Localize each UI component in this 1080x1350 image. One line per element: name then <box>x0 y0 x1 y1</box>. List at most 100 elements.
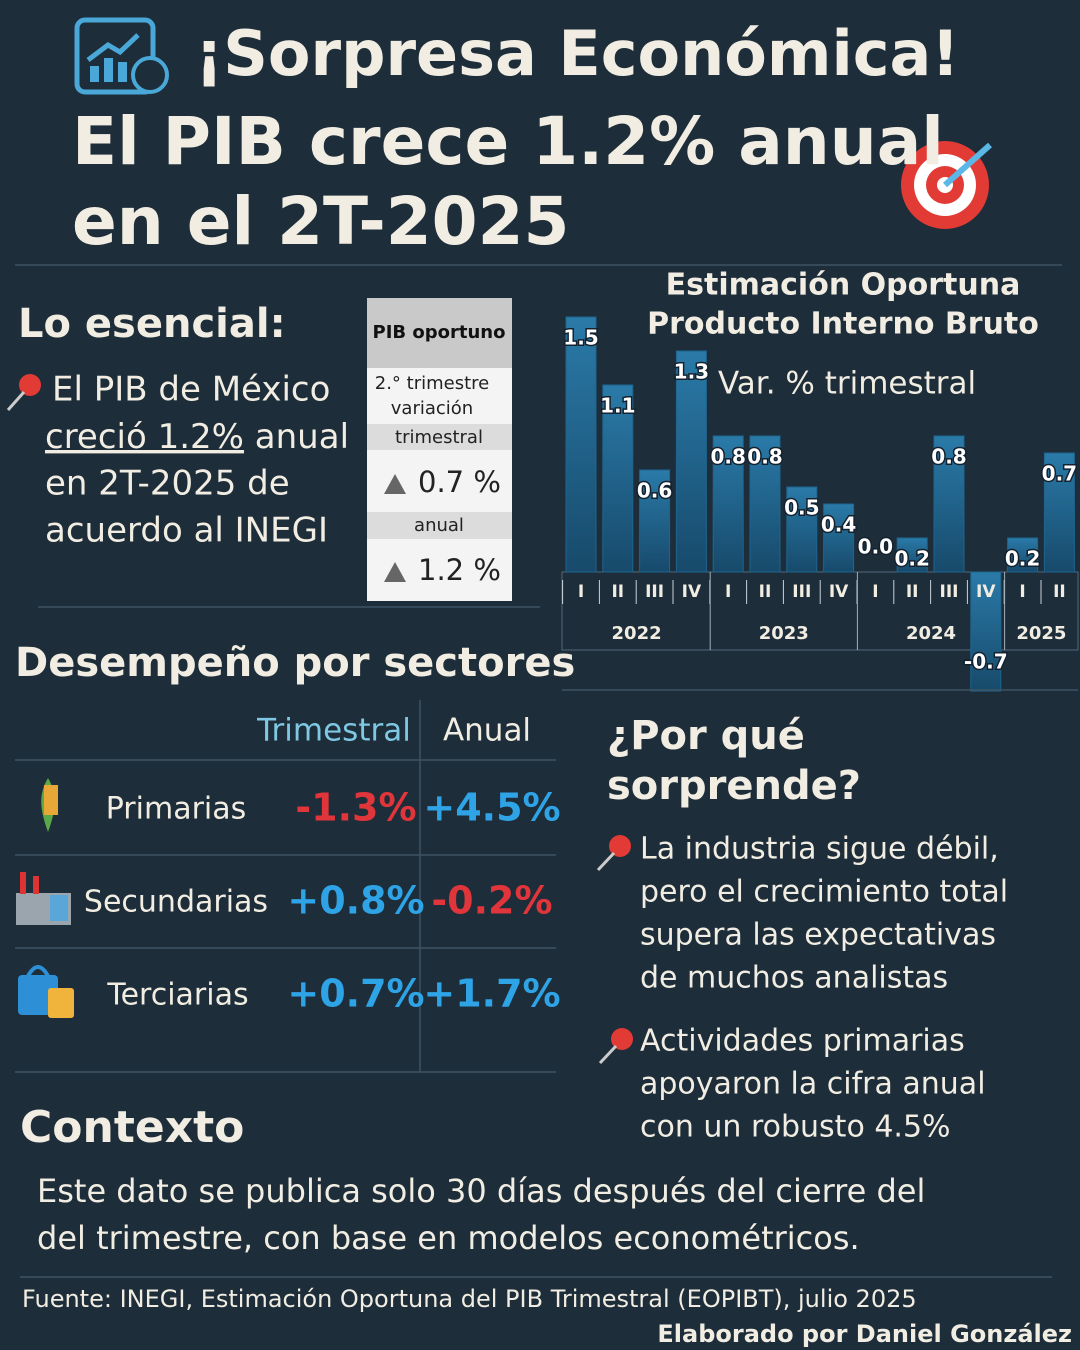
title: en el 2T-2025 <box>72 183 569 260</box>
value-label: 0.8 <box>931 445 966 469</box>
bullet-line: apoyaron la cifra anual <box>640 1067 986 1102</box>
highlight: creció 1.2% <box>45 417 244 457</box>
chart-subtitle: Var. % trimestral <box>718 366 976 402</box>
sectors-table: Desempeño por sectores Trimestral Anual … <box>15 640 575 1073</box>
title: El PIB crece 1.2% anual <box>72 103 944 180</box>
chart-title: Estimación Oportuna <box>666 268 1021 303</box>
essential-line: anual <box>255 417 349 457</box>
x-tick-label: I <box>578 582 584 602</box>
box-header: PIB oportuno <box>373 322 506 343</box>
bullet-line: con un robusto 4.5% <box>640 1110 951 1145</box>
year-label: 2022 <box>612 623 662 644</box>
year-label: 2024 <box>906 623 956 644</box>
sector-value: -1.3% <box>295 786 416 830</box>
bar <box>823 503 855 573</box>
bar <box>1007 537 1039 573</box>
box-value: 0.7 % <box>418 465 501 499</box>
bar <box>933 435 965 573</box>
context-line: del trimestre, con base en modelos econo… <box>37 1219 860 1257</box>
source: Fuente: INEGI, Estimación Oportuna del P… <box>22 1285 917 1313</box>
value-label: 1.1 <box>600 394 635 418</box>
sector-value: +0.7% <box>287 972 424 1016</box>
value-label: 1.3 <box>674 360 709 384</box>
bar <box>1043 452 1075 573</box>
x-tick-label: I <box>725 582 731 602</box>
column-header: Anual <box>443 713 531 749</box>
sector-value: +1.7% <box>423 972 560 1016</box>
value-label: 0.2 <box>1005 547 1040 571</box>
chart: Estimación Oportuna Producto Interno Bru… <box>561 268 1079 692</box>
bullet-line: de muchos analistas <box>640 961 948 996</box>
x-tick-label: II <box>906 582 919 602</box>
value-label: 1.5 <box>563 326 598 350</box>
value-label: 0.6 <box>637 479 672 503</box>
pin-icon <box>598 1028 633 1065</box>
column-header: Trimestral <box>256 713 411 749</box>
box-value: 1.2 % <box>418 553 501 587</box>
sector-value: +4.5% <box>423 786 560 830</box>
bar <box>565 316 597 573</box>
chart-title: Producto Interno Bruto <box>647 307 1039 342</box>
pib-box: PIB oportuno 2.° trimestre variación tri… <box>367 298 512 601</box>
value-label: 0.0 <box>858 535 893 559</box>
x-tick-label: III <box>940 582 959 602</box>
bullet-line: La industria sigue débil, <box>640 832 999 867</box>
section-heading: Desempeño por sectores <box>15 640 575 686</box>
x-tick-label: III <box>792 582 811 602</box>
sector-name: Terciarias <box>106 978 248 1013</box>
box-label: trimestral <box>395 427 483 448</box>
x-tick-label: IV <box>829 582 849 602</box>
bullet-line: supera las expectativas <box>640 918 996 953</box>
bar <box>749 435 781 573</box>
essential-line: El PIB de México <box>52 370 330 410</box>
pin-icon <box>6 374 41 411</box>
bar <box>970 571 1002 692</box>
bar <box>675 350 707 573</box>
bar <box>602 384 634 573</box>
section-heading: sorprende? <box>607 763 861 809</box>
why-bullets: La industria sigue débil, pero el crecimi… <box>640 832 1008 1145</box>
bar <box>712 435 744 573</box>
x-tick-label: I <box>1019 582 1025 602</box>
title: ¡Sorpresa Económica! <box>195 17 960 90</box>
sector-name: Primarias <box>106 792 247 827</box>
essential-line: acuerdo al INEGI <box>45 511 328 551</box>
section-heading: Lo esencial: <box>18 301 286 347</box>
x-tick-label: II <box>611 582 624 602</box>
value-label: 0.7 <box>1042 462 1077 486</box>
bar <box>896 537 928 573</box>
box-label: variación <box>391 398 473 419</box>
year-label: 2025 <box>1016 623 1066 644</box>
plant-icon <box>41 778 58 832</box>
chart-icon <box>74 17 169 95</box>
essential-line: en 2T-2025 de <box>45 464 290 504</box>
value-label: 0.5 <box>784 496 819 520</box>
box-label: 2.° trimestre <box>375 373 489 394</box>
bag-icon <box>18 965 74 1018</box>
sector-name: Secundarias <box>84 885 268 920</box>
year-label: 2023 <box>759 623 809 644</box>
sector-value: -0.2% <box>431 879 552 923</box>
x-tick-label: III <box>645 582 664 602</box>
box-label: anual <box>414 515 464 536</box>
bar <box>639 469 671 573</box>
essential-line: creció 1.2% anual <box>45 417 349 457</box>
credit: Elaborado por Daniel González <box>657 1320 1072 1348</box>
x-tick-label: IV <box>976 582 996 602</box>
pin-icon <box>596 835 631 872</box>
value-label: 0.8 <box>747 445 782 469</box>
x-tick-label: II <box>759 582 772 602</box>
value-label: 0.4 <box>821 513 856 537</box>
x-tick-label: IV <box>682 582 702 602</box>
bar <box>786 486 818 573</box>
x-tick-label: I <box>872 582 878 602</box>
section-heading: Contexto <box>20 1102 244 1153</box>
value-label: -0.7 <box>964 650 1008 674</box>
value-label: 0.2 <box>894 547 929 571</box>
target-icon <box>901 141 992 229</box>
factory-icon <box>16 872 71 925</box>
sector-value: +0.8% <box>287 879 424 923</box>
bullet-line: Actividades primarias <box>640 1024 965 1059</box>
